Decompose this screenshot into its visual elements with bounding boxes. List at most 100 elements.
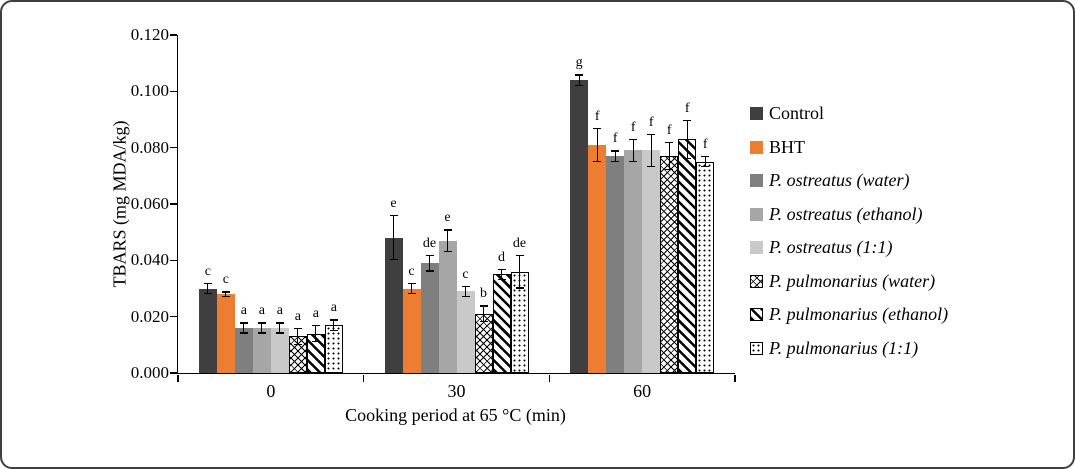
error-bar-line — [501, 268, 502, 281]
y-axis-tick-mark — [169, 146, 177, 149]
error-bar — [665, 142, 674, 171]
error-bar-line — [393, 215, 394, 261]
error-bar-cap — [329, 319, 338, 321]
error-bar — [683, 119, 692, 159]
bar-p-ostreatus-1-1-0min — [270, 327, 289, 373]
bar-p-pulmonarius-ethanol-0min — [306, 333, 325, 373]
legend-item-p-pulmonarius-water: P. pulmonarius (water) — [750, 271, 948, 292]
x-axis-category-label: 30 — [447, 381, 466, 401]
error-bar-cap — [629, 139, 638, 141]
bar-p-pulmonarius-1-1-60min — [696, 161, 715, 373]
legend-label: P. pulmonarius (ethanol) — [769, 304, 949, 324]
bar-p-ostreatus-water-60min — [606, 156, 625, 373]
error-bar-cap — [275, 322, 284, 324]
error-bar — [203, 282, 212, 295]
error-bar-line — [668, 142, 670, 171]
error-bar-line — [519, 254, 520, 289]
y-axis-tick-mark — [169, 315, 177, 318]
significance-letter: c — [204, 263, 211, 279]
error-bar-line — [596, 127, 598, 162]
error-bar-line — [207, 282, 209, 295]
significance-letter: e — [390, 196, 397, 212]
error-bar-cap — [611, 160, 620, 162]
bar-control-30min — [384, 237, 403, 373]
error-bar-line — [429, 254, 430, 272]
bar-p-ostreatus-water-30min — [420, 263, 439, 373]
legend-item-p-ostreatus-ethanol: P. ostreatus (ethanol) — [750, 204, 948, 225]
legend-item-control: Control — [750, 103, 948, 124]
error-bar-cap — [479, 305, 488, 307]
error-bar — [221, 291, 230, 297]
error-bar-cap — [611, 150, 620, 152]
error-bar — [425, 254, 434, 272]
error-bar-cap — [311, 325, 320, 327]
significance-letter: f — [666, 123, 672, 139]
error-bar-line — [614, 150, 616, 162]
significance-letter: de — [512, 235, 527, 251]
y-axis-tick-label: 0.060 — [130, 194, 169, 213]
significance-letter: e — [444, 210, 451, 226]
error-bar — [329, 319, 338, 331]
legend-marker-bht — [750, 140, 763, 154]
error-bar — [611, 150, 620, 162]
significance-letter: d — [498, 249, 505, 265]
significance-letter: c — [408, 263, 415, 279]
bar-p-pulmonarius-water-60min — [660, 156, 679, 373]
x-axis-category-label: 60 — [633, 381, 652, 401]
y-axis-tick-label: 0.080 — [130, 137, 169, 157]
significance-letter: f — [684, 100, 690, 116]
error-bar — [647, 133, 656, 168]
legend-item-p-pulmonarius-ethanol: P. pulmonarius (ethanol) — [750, 304, 948, 325]
error-bar-cap — [293, 327, 302, 330]
legend-marker-control — [750, 107, 763, 120]
error-bar-line — [650, 133, 652, 168]
significance-letter: g — [575, 55, 583, 71]
error-bar-cap — [647, 133, 656, 135]
legend-marker-p-pulmonarius-water — [750, 274, 763, 288]
significance-letter: b — [480, 286, 487, 302]
significance-letter: c — [462, 266, 469, 282]
legend-label: P. ostreatus (ethanol) — [769, 203, 923, 224]
error-bar-cap — [683, 157, 692, 159]
error-bar-cap — [479, 321, 488, 323]
error-bar-cap — [665, 142, 674, 144]
bar-p-ostreatus-ethanol-0min — [252, 327, 271, 373]
legend-marker-p-pulmonarius-1-1 — [750, 341, 763, 355]
error-bar-line — [243, 322, 245, 334]
legend-item-p-ostreatus-water: P. ostreatus (water) — [750, 170, 948, 191]
error-bar — [593, 127, 602, 162]
error-bar-line — [315, 325, 317, 343]
error-bar-cap — [257, 322, 266, 324]
error-bar — [497, 268, 506, 281]
error-bar — [515, 254, 524, 289]
bar-p-pulmonarius-ethanol-30min — [492, 274, 511, 373]
error-bar-cap — [575, 84, 584, 86]
y-axis-tick-mark — [169, 259, 177, 262]
error-bar-line — [333, 319, 335, 331]
legend-label: Control — [769, 103, 825, 123]
error-bar-cap — [701, 166, 710, 168]
y-axis-tick-mark — [169, 34, 177, 36]
error-bar-cap — [515, 287, 524, 289]
error-bar-cap — [683, 119, 692, 121]
x-axis-tick-mark — [177, 374, 179, 382]
error-bar-cap — [443, 229, 452, 231]
significance-letter: a — [258, 303, 265, 319]
bar-p-pulmonarius-ethanol-60min — [678, 139, 697, 373]
error-bar — [239, 322, 248, 334]
error-bar-line — [465, 285, 466, 297]
error-bar-line — [261, 322, 263, 334]
error-bar-line — [411, 282, 412, 295]
error-bar — [293, 327, 302, 345]
error-bar — [407, 282, 416, 295]
legend-marker-p-pulmonarius-ethanol — [750, 308, 763, 321]
x-axis-tick-mark — [548, 374, 551, 382]
significance-letter: a — [294, 308, 301, 324]
error-bar-cap — [629, 160, 638, 162]
error-bar-line — [225, 291, 227, 297]
error-bar — [575, 74, 584, 86]
legend-item-bht: BHT — [750, 137, 948, 158]
error-bar-cap — [221, 291, 230, 293]
legend-marker-p-ostreatus-ethanol — [750, 207, 763, 221]
error-bar-cap — [203, 292, 212, 295]
